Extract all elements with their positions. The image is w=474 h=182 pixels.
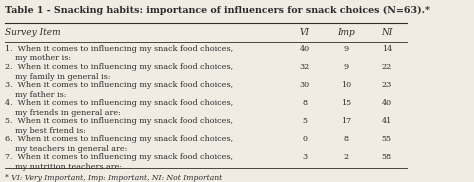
Text: NI: NI	[381, 28, 392, 37]
Text: * VI: Very Important, Imp: Important, NI: Not Important: * VI: Very Important, Imp: Important, NI…	[6, 174, 223, 182]
Text: 8: 8	[302, 99, 307, 107]
Text: 32: 32	[300, 63, 310, 71]
Text: 58: 58	[382, 153, 392, 161]
Text: 9: 9	[343, 63, 348, 71]
Text: 41: 41	[382, 117, 392, 125]
Text: 14: 14	[382, 45, 392, 53]
Text: 23: 23	[382, 81, 392, 89]
Text: 3.  When it comes to influencing my snack food choices,
    my father is:: 3. When it comes to influencing my snack…	[6, 81, 234, 99]
Text: 5.  When it comes to influencing my snack food choices,
    my best friend is:: 5. When it comes to influencing my snack…	[6, 117, 234, 135]
Text: VI: VI	[300, 28, 310, 37]
Text: 4.  When it comes to influencing my snack food choices,
    my friends in genera: 4. When it comes to influencing my snack…	[6, 99, 234, 117]
Text: 9: 9	[343, 45, 348, 53]
Text: 6.  When it comes to influencing my snack food choices,
    my teachers in gener: 6. When it comes to influencing my snack…	[6, 135, 234, 153]
Text: 3: 3	[302, 153, 307, 161]
Text: Survey Item: Survey Item	[6, 28, 61, 37]
Text: 15: 15	[341, 99, 351, 107]
Text: 10: 10	[341, 81, 351, 89]
Text: 55: 55	[382, 135, 392, 143]
Text: Table 1 - Snacking habits: importance of influencers for snack choices (N=63).*: Table 1 - Snacking habits: importance of…	[6, 6, 430, 15]
Text: 30: 30	[300, 81, 310, 89]
Text: 2: 2	[343, 153, 348, 161]
Text: 8: 8	[343, 135, 348, 143]
Text: 17: 17	[341, 117, 351, 125]
Text: 22: 22	[382, 63, 392, 71]
Text: 0: 0	[302, 135, 307, 143]
Text: 40: 40	[382, 99, 392, 107]
Text: 2.  When it comes to influencing my snack food choices,
    my family in general: 2. When it comes to influencing my snack…	[6, 63, 234, 80]
Text: 7.  When it comes to influencing my snack food choices,
    my nutrition teacher: 7. When it comes to influencing my snack…	[6, 153, 234, 171]
Text: 1.  When it comes to influencing my snack food choices,
    my mother is:: 1. When it comes to influencing my snack…	[6, 45, 234, 62]
Text: 5: 5	[302, 117, 307, 125]
Text: Imp: Imp	[337, 28, 355, 37]
Text: 40: 40	[300, 45, 310, 53]
